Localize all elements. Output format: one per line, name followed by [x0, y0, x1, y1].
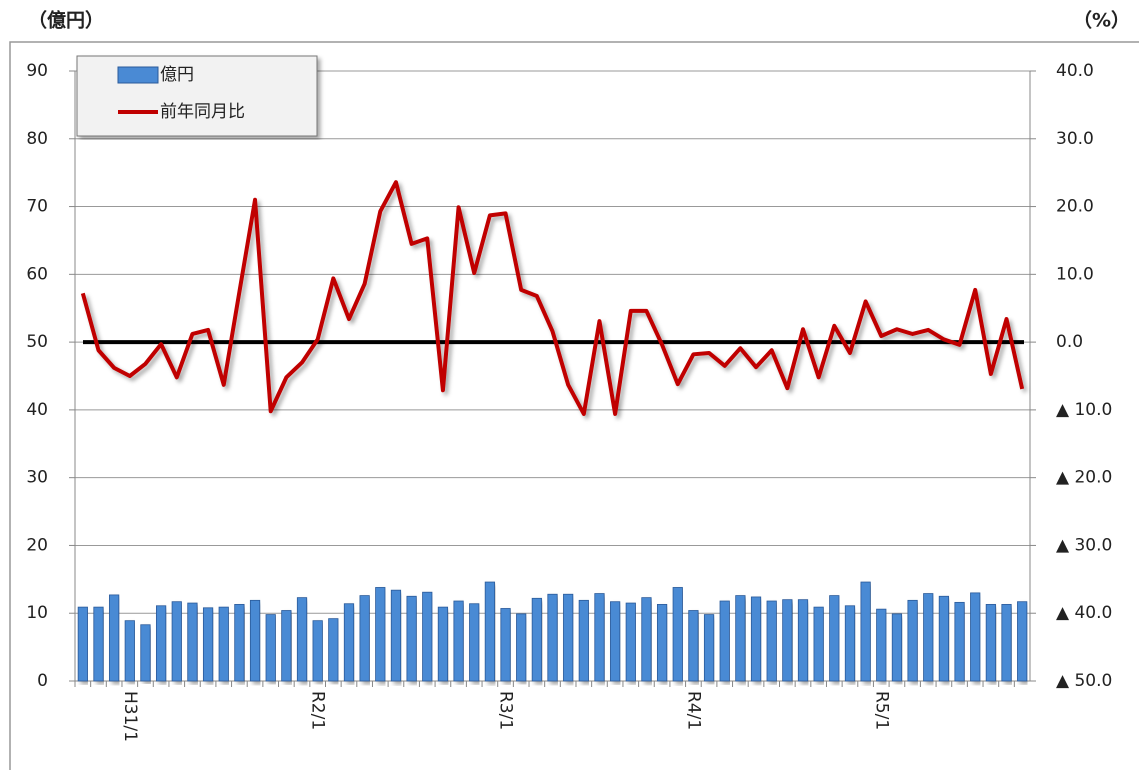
bar — [719, 600, 730, 682]
x-tick-label: R2/1 — [308, 691, 328, 730]
bar — [625, 602, 636, 682]
bar — [312, 620, 323, 682]
bar — [265, 614, 276, 682]
y-tick-label: 0 — [37, 671, 48, 691]
bar — [406, 595, 417, 682]
bar — [531, 597, 542, 682]
bar — [202, 607, 214, 682]
bar — [249, 599, 261, 682]
bar — [923, 593, 934, 682]
y2-tick-label: 30.0 — [1056, 129, 1094, 149]
bar — [594, 593, 605, 682]
bar — [656, 604, 668, 682]
bar — [970, 592, 981, 682]
legend-label: 億円 — [160, 65, 194, 85]
bar — [359, 595, 370, 682]
bar — [860, 581, 871, 682]
bar — [500, 608, 511, 682]
bar — [296, 597, 308, 682]
bar — [954, 601, 965, 682]
y-tick-label: 80 — [26, 129, 48, 149]
bar — [938, 595, 949, 682]
x-tick-label: R5/1 — [871, 691, 891, 730]
bar — [187, 602, 198, 682]
y-tick-label: 90 — [26, 61, 48, 81]
bar — [124, 620, 135, 682]
bar — [328, 618, 339, 682]
legend-label: 前年同月比 — [160, 102, 245, 122]
bar — [422, 591, 433, 682]
y2-tick-label: ▲ 10.0 — [1056, 400, 1112, 420]
bar — [813, 606, 824, 682]
bar — [876, 608, 887, 682]
y2-tick-label: ▲ 20.0 — [1056, 468, 1112, 488]
y-tick-label: 20 — [26, 535, 48, 555]
bar — [390, 589, 402, 682]
bar — [703, 614, 715, 682]
y-unit: （億円） — [28, 9, 104, 32]
bar — [672, 587, 683, 682]
line — [80, 180, 1025, 416]
bar — [234, 604, 245, 682]
bar — [797, 599, 809, 682]
bar — [516, 613, 527, 682]
legend-box — [76, 55, 318, 137]
bar — [375, 587, 386, 682]
y2-tick-label: ▲ 40.0 — [1056, 603, 1112, 623]
bar — [484, 581, 495, 682]
y2-tick-label: 0.0 — [1056, 332, 1083, 352]
bar — [735, 595, 746, 682]
legend-swatch — [117, 66, 159, 84]
y-tick-label: 70 — [26, 197, 48, 217]
bar — [77, 606, 88, 682]
bar — [547, 593, 558, 682]
bar — [578, 599, 589, 682]
y2-tick-label: 10.0 — [1056, 264, 1094, 284]
bar — [218, 606, 229, 682]
bar — [93, 606, 104, 682]
bar — [844, 605, 856, 682]
bar — [437, 606, 449, 682]
y-tick-label: 50 — [26, 332, 48, 352]
bar — [610, 601, 621, 682]
x-tick-label: R4/1 — [683, 691, 703, 730]
bar — [891, 613, 903, 682]
bar — [907, 599, 918, 682]
y2-tick-label: 40.0 — [1056, 61, 1094, 81]
bar — [453, 600, 464, 682]
chart-frame — [9, 41, 1139, 770]
x-tick-label: H31/1 — [120, 691, 140, 742]
bar — [782, 599, 793, 682]
bar — [1001, 604, 1012, 682]
bar — [1017, 601, 1028, 682]
bar — [281, 610, 292, 682]
bar — [750, 596, 762, 682]
y-tick-label: 10 — [26, 603, 48, 623]
y2-tick-label: ▲ 50.0 — [1056, 671, 1112, 691]
bar — [829, 595, 840, 682]
bar — [985, 604, 996, 682]
bar — [641, 597, 652, 682]
y-tick-label: 30 — [26, 468, 48, 488]
bar — [766, 600, 777, 682]
bar — [171, 601, 182, 682]
y-tick-label: 40 — [26, 400, 48, 420]
y2-unit: （%） — [1073, 9, 1130, 32]
x-tick-label: R3/1 — [496, 691, 516, 730]
bar — [469, 603, 480, 682]
bar — [140, 624, 151, 682]
y2-tick-label: 20.0 — [1056, 197, 1094, 217]
bar — [343, 603, 355, 682]
bar — [109, 594, 120, 682]
y-tick-label: 60 — [26, 264, 48, 284]
bar — [156, 605, 167, 682]
bar — [563, 593, 574, 682]
y2-tick-label: ▲ 30.0 — [1056, 535, 1112, 555]
bar — [688, 610, 699, 682]
